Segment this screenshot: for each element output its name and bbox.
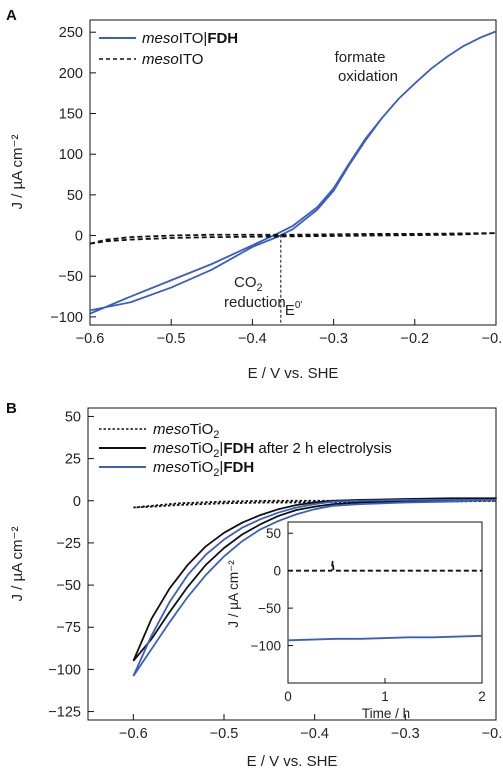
panel-b-y-tick-label: −100 (48, 662, 81, 678)
panel-a-frame (89, 19, 497, 326)
panel-a-series-mesoito (89, 232, 497, 245)
panel-b-x-tick-label: −0.5 (210, 726, 239, 742)
panel-b-chart: −0.6−0.5−0.4−0.3−0.2−125−100−75−50−25025… (9, 407, 503, 770)
panel-a-x-tick-label: −0.4 (238, 331, 267, 347)
inset-y-tick-label: −100 (251, 639, 281, 654)
panel-b-series-mesotio2-fdh-after-2-h-electrolysis (132, 497, 497, 662)
inset-frame (287, 521, 483, 684)
inset-y-tick-label: 0 (273, 564, 281, 579)
inset-x-tick-label: 1 (381, 689, 389, 704)
annotation-co2: CO2 (234, 274, 263, 294)
legend-label-meso-ito-fdh: mesoITO|FDH (142, 30, 238, 47)
inset-x-tick-label: 0 (284, 689, 292, 704)
panel-a-x-tick-label: −0.1 (482, 331, 503, 347)
annotation-formate: formate (335, 49, 386, 66)
inset-series-mesotio2-fdh (287, 634, 483, 642)
legend-label-meso-tio2-fdh-after: mesoTiO2|FDH after 2 h electrolysis (153, 440, 392, 460)
panel-b-x-axis-title: E / V vs. SHE (247, 753, 338, 770)
legend-label-meso-tio2: mesoTiO2 (153, 421, 219, 441)
panel-a-y-tick-label: 200 (59, 66, 83, 82)
panel-a-y-tick-label: 250 (59, 25, 83, 41)
panel-a-y-tick-label: 100 (59, 147, 83, 163)
panel-a-x-tick-label: −0.2 (400, 331, 429, 347)
panel-a-x-tick-label: −0.6 (76, 331, 105, 347)
panel-b-y-tick-label: 25 (65, 452, 81, 468)
annotation-reduction: reduction (224, 294, 286, 311)
legend-label-meso-tio2-fdh: mesoTiO2|FDH (153, 459, 254, 479)
panel-b-y-tick-label: −75 (56, 620, 81, 636)
panel-b-x-tick-label: −0.3 (391, 726, 420, 742)
panel-a-x-tick-label: −0.3 (319, 331, 348, 347)
panel-a-y-axis-title: J / µA cm⁻² (9, 135, 26, 210)
panel-a-chart: −0.6 −0.5 −0.4 −0.3 −0.2 −0.1 −100 −50 0 50 100 150… (9, 19, 503, 382)
panel-b-series-mesotio2-fdh (132, 499, 497, 677)
annotation-e0: E0' (285, 300, 303, 319)
panel-a-y-tick-label: 150 (59, 107, 83, 123)
panel-b-series-mesotio2 (133, 499, 497, 509)
panel-a-legend: mesoITO|FDH mesoITO (99, 30, 238, 68)
panel-b-x-tick-label: −0.2 (482, 726, 503, 742)
panel-a-y-tick-label: 50 (67, 188, 83, 204)
annotation-oxidation: oxidation (338, 68, 398, 85)
panel-b-label: B (6, 400, 17, 417)
panel-b-y-axis-title: J / µA cm⁻² (9, 527, 26, 602)
inset-chart: 0 1 2 −100 −50 0 50 Time / h J / µA cm⁻² (226, 521, 486, 721)
panel-a-x-axis-title: E / V vs. SHE (248, 365, 339, 382)
panel-a-y-tick-label: 0 (75, 229, 83, 245)
panel-b-y-tick-label: 50 (65, 409, 81, 425)
panel-b-x-tick-label: −0.6 (119, 726, 148, 742)
inset-y-tick-label: −50 (258, 601, 281, 616)
panel-b-y-tick-label: −25 (56, 536, 81, 552)
inset-x-axis-title: Time / h (362, 706, 410, 721)
panel-a-y-tick-label: −50 (58, 269, 83, 285)
panel-b-x-tick-label: −0.4 (300, 726, 329, 742)
panel-b-y-tick-label: −125 (48, 705, 81, 721)
panel-a-label: A (6, 7, 17, 24)
panel-a-series-mesoito-fdh (89, 30, 497, 315)
inset-x-tick-label: 2 (478, 689, 486, 704)
panel-b-legend: mesoTiO2 mesoTiO2|FDH after 2 h electrol… (99, 421, 392, 479)
panel-a-y-tick-label: −100 (50, 310, 83, 326)
panel-a-x-tick-label: −0.5 (157, 331, 186, 347)
legend-label-meso-ito: mesoITO (142, 51, 203, 68)
panel-b-y-tick-label: −50 (56, 578, 81, 594)
inset-y-axis-title: J / µA cm⁻² (226, 560, 241, 628)
panel-b-y-tick-label: 0 (73, 494, 81, 510)
panel-b-frame (87, 407, 497, 721)
inset-y-tick-label: 50 (266, 526, 281, 541)
inset-series-mesotio2 (288, 560, 482, 572)
